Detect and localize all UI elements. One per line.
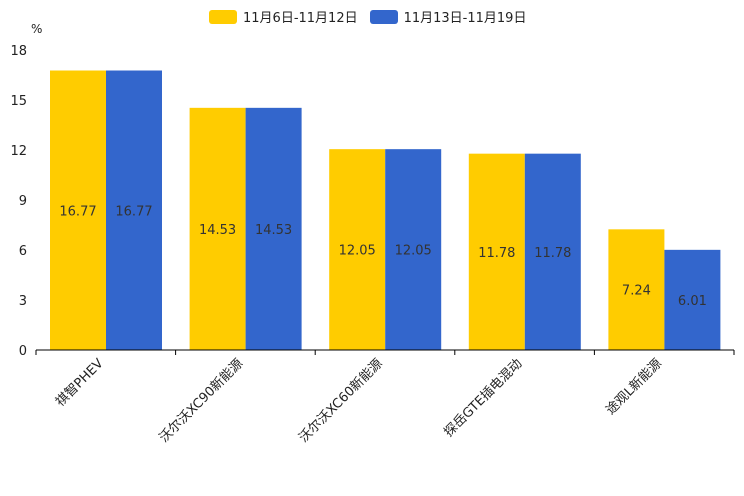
- data-label-2-1: 14.53: [255, 223, 292, 238]
- y-axis-unit: %: [31, 22, 43, 36]
- legend-item-series-1[interactable]: 11月6日-11月12日: [209, 7, 358, 26]
- y-tick-label-5: 15: [10, 94, 27, 109]
- legend-label-series-2: 11月13日-11月19日: [403, 11, 527, 26]
- bar-2-2: [385, 149, 442, 350]
- bar-2-0: [106, 70, 162, 350]
- data-label-2-3: 11.78: [534, 246, 571, 261]
- bar-1-4: [608, 229, 665, 350]
- legend-item-series-2[interactable]: 11月13日-11月19日: [369, 7, 527, 26]
- bar-1-1: [189, 107, 246, 350]
- legend-label-series-1: 11月6日-11月12日: [243, 11, 358, 26]
- bar-1-2: [329, 149, 386, 350]
- data-label-1-0: 16.77: [59, 204, 96, 219]
- x-tick-label-4: 途观L新能源: [603, 356, 665, 418]
- bar-2-1: [245, 107, 302, 350]
- legend-swatch-series-1: [209, 9, 237, 24]
- x-tick-label-3: 探岳GTE插电混动: [441, 356, 525, 440]
- x-tick-label-0: 祺智PHEV: [53, 356, 107, 410]
- bar-2-4: [664, 249, 721, 350]
- data-label-2-2: 12.05: [395, 244, 432, 259]
- data-label-1-2: 12.05: [339, 244, 376, 259]
- data-label-1-4: 7.24: [622, 284, 651, 299]
- y-tick-label-2: 6: [19, 244, 27, 259]
- x-tick-label-1: 沃尔沃XC90新能源: [156, 356, 246, 446]
- data-label-1-1: 14.53: [199, 223, 236, 238]
- data-label-2-0: 16.77: [115, 204, 152, 219]
- legend: 11月6日-11月12日 11月13日-11月19日: [209, 7, 538, 26]
- x-tick-label-2: 沃尔沃XC60新能源: [296, 356, 386, 446]
- y-tick-label-4: 12: [10, 144, 27, 159]
- y-tick-label-3: 9: [19, 194, 27, 209]
- bar-1-3: [468, 153, 525, 350]
- y-tick-label-0: 0: [19, 344, 27, 359]
- data-label-2-4: 6.01: [678, 294, 707, 309]
- data-label-1-3: 11.78: [478, 246, 515, 261]
- bar-1-0: [50, 70, 106, 350]
- y-tick-label-6: 18: [10, 44, 27, 59]
- bar-2-3: [524, 153, 581, 350]
- y-tick-label-1: 3: [19, 294, 27, 309]
- legend-swatch-series-2: [369, 9, 398, 24]
